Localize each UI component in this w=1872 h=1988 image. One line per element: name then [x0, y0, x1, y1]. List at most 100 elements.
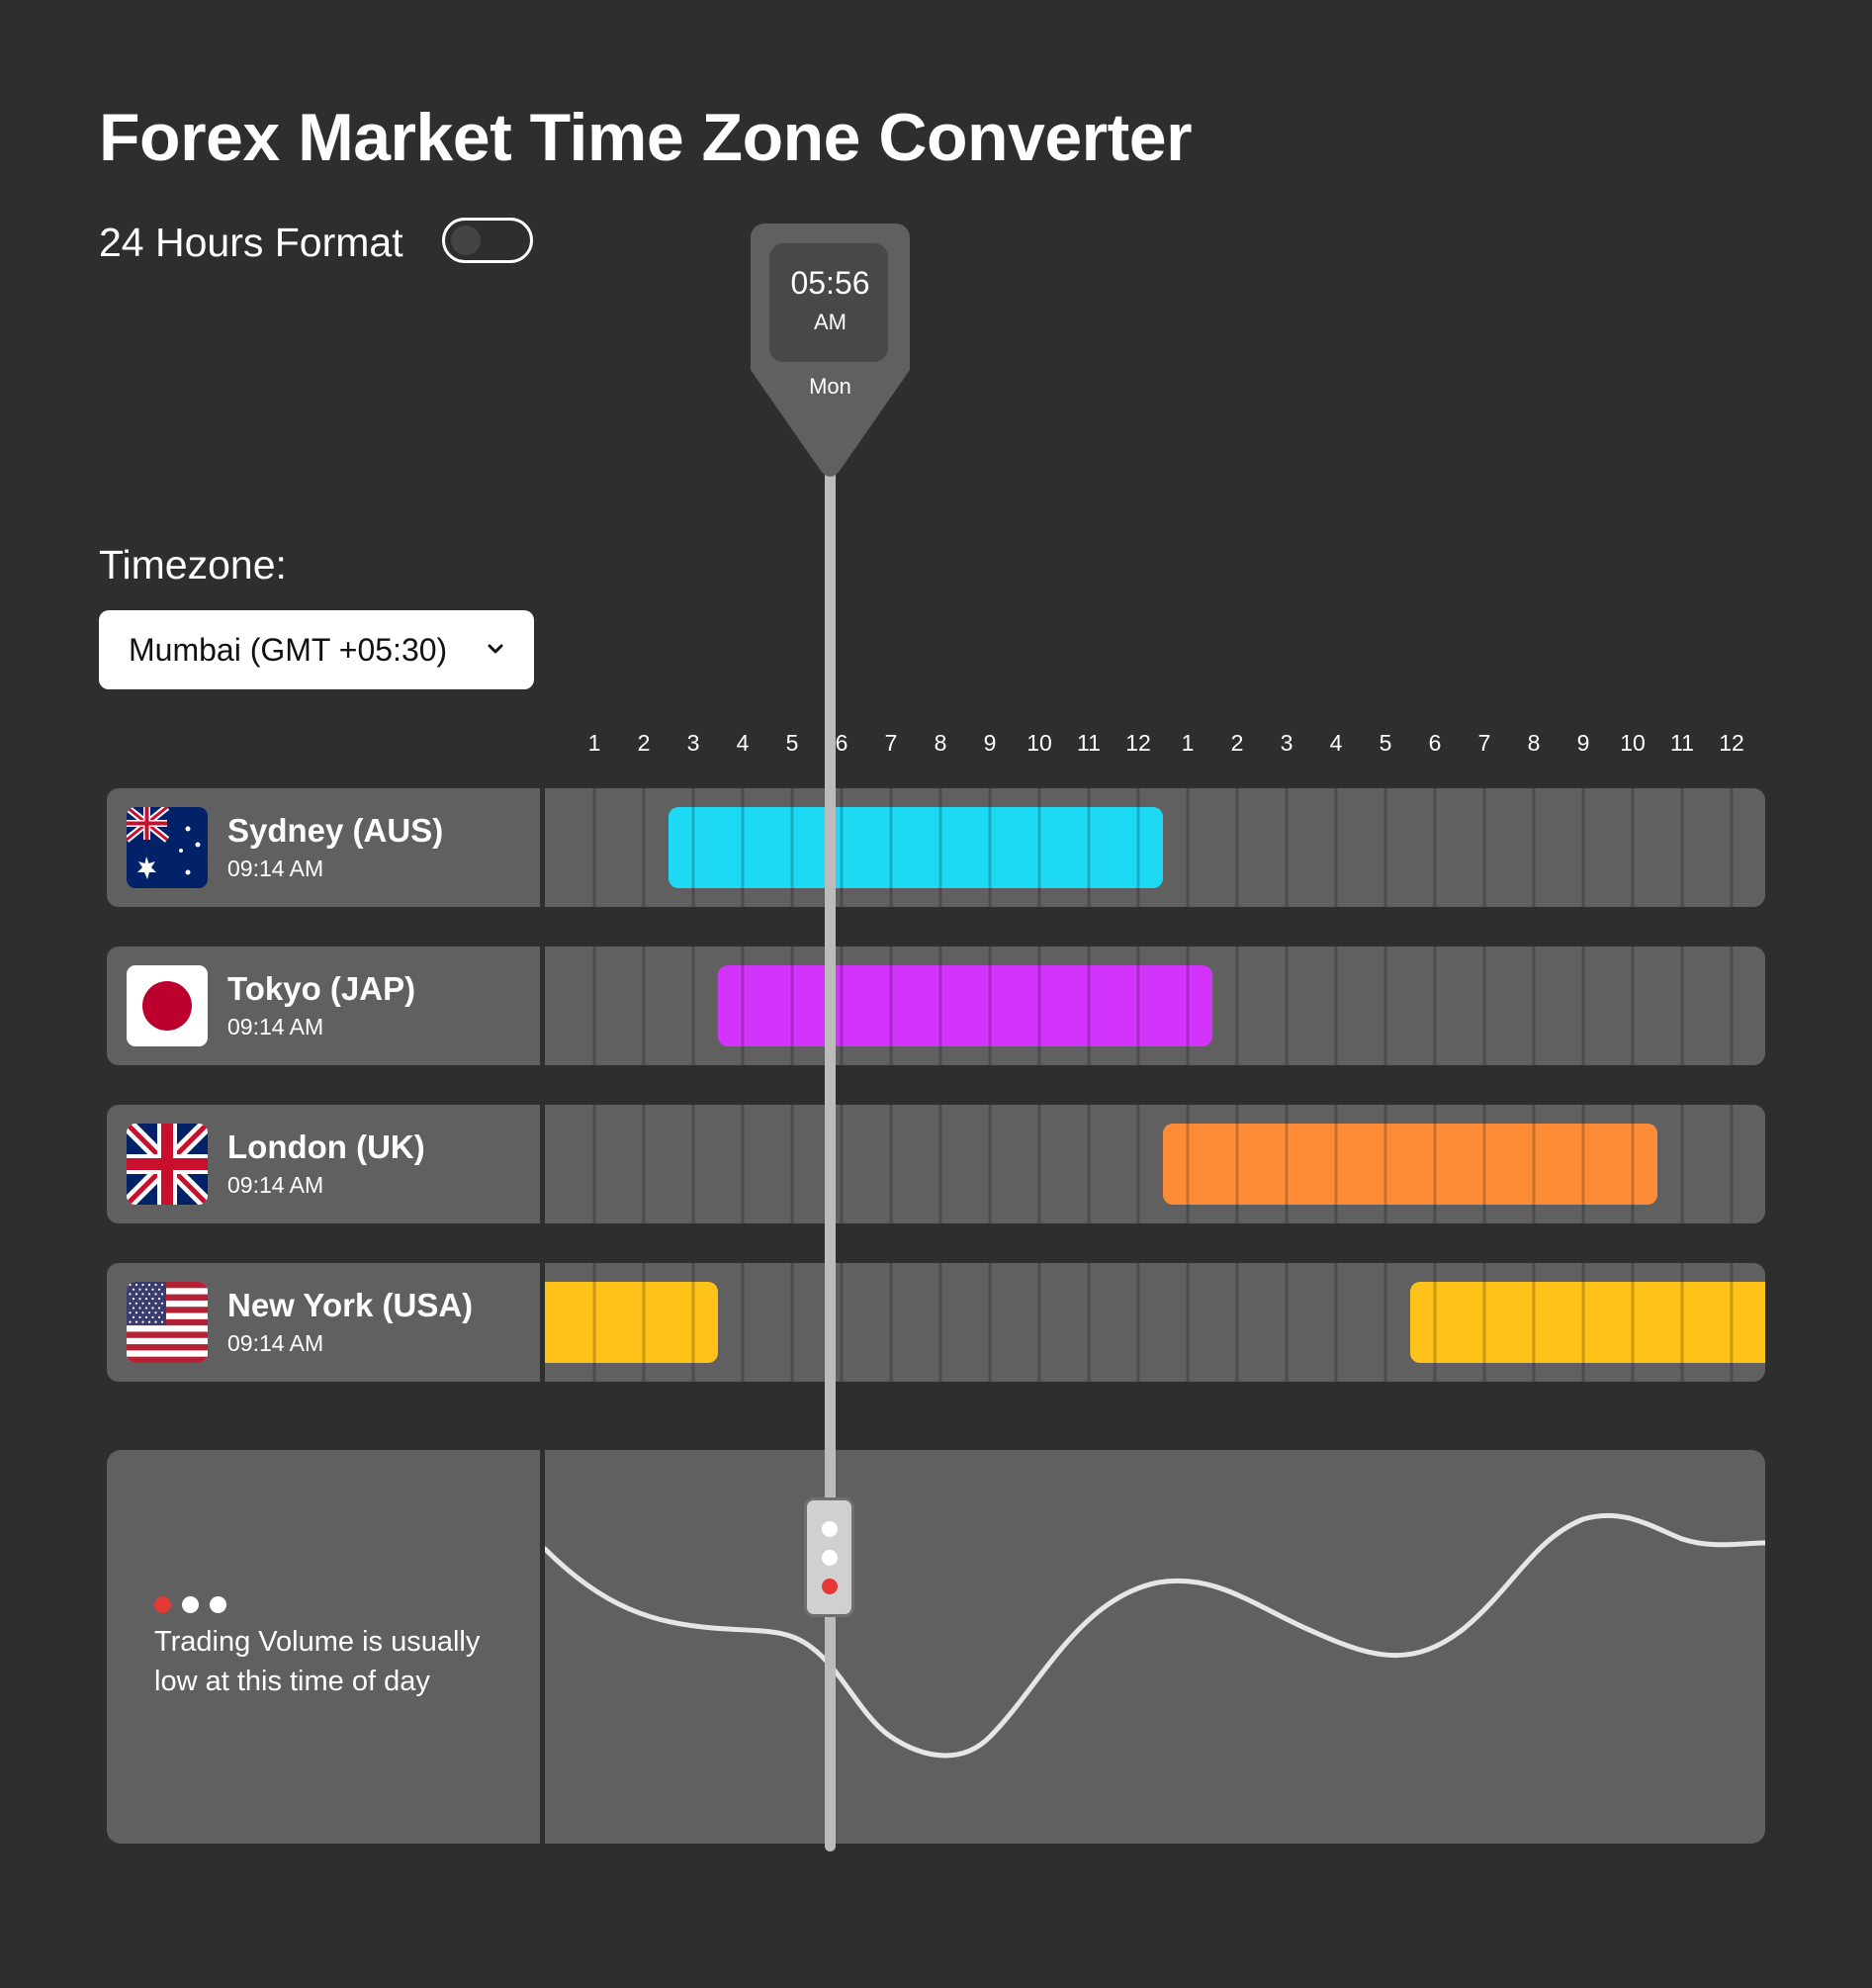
- market-info: London (UK) 09:14 AM: [107, 1105, 540, 1223]
- toggle-knob: [451, 226, 481, 255]
- time-slider-handle[interactable]: [804, 1497, 854, 1617]
- usa-flag-icon: [127, 1282, 208, 1363]
- market-info: Tokyo (JAP) 09:14 AM: [107, 947, 540, 1065]
- handle-dot: [822, 1521, 838, 1537]
- hour-gridline: [790, 1105, 794, 1223]
- hour-gridline: [592, 1105, 596, 1223]
- australia-flag-icon: [127, 807, 208, 888]
- hour-gridline: [741, 947, 745, 1065]
- format-toggle-label: 24 Hours Format: [99, 220, 403, 265]
- hour-gridline: [1433, 788, 1437, 907]
- market-row: Sydney (AUS) 09:14 AM: [107, 788, 1765, 907]
- market-row: Tokyo (JAP) 09:14 AM: [107, 947, 1765, 1065]
- hour-gridline: [938, 1263, 942, 1382]
- row-divider: [540, 947, 545, 1065]
- hour-label: 5: [1379, 730, 1392, 756]
- hour-gridline: [988, 1263, 992, 1382]
- hour-gridline: [741, 788, 745, 907]
- hour-gridline: [1087, 788, 1091, 907]
- hour-gridline: [1087, 1263, 1091, 1382]
- handle-dot: [822, 1550, 838, 1566]
- hour-label: 12: [1125, 730, 1151, 756]
- hour-gridline: [1532, 1105, 1536, 1223]
- handle-dot: [822, 1579, 838, 1594]
- hour-label: 6: [835, 730, 848, 756]
- time-indicator-line[interactable]: [825, 465, 836, 1852]
- market-local-time: 09:14 AM: [227, 1172, 324, 1198]
- time-indicator-head[interactable]: 05:56 AM Mon: [751, 224, 910, 479]
- hour-label: 7: [884, 730, 898, 756]
- hour-gridline: [642, 947, 646, 1065]
- hour-gridline: [642, 1263, 646, 1382]
- indicator-day: Mon: [809, 374, 851, 399]
- hour-gridline: [1730, 788, 1734, 907]
- hour-gridline: [1087, 1105, 1091, 1223]
- timezone-selected-value: Mumbai (GMT +05:30): [129, 631, 448, 668]
- hour-gridline: [889, 788, 893, 907]
- hour-label: 7: [1477, 730, 1491, 756]
- hour-gridline: [840, 947, 844, 1065]
- hour-gridline: [840, 1263, 844, 1382]
- hour-gridline: [1136, 1263, 1140, 1382]
- hour-gridline: [1532, 1263, 1536, 1382]
- hour-gridline: [1136, 788, 1140, 907]
- hour-gridline: [1383, 1263, 1387, 1382]
- hour-gridline: [1235, 1263, 1239, 1382]
- hour-gridline: [1235, 788, 1239, 907]
- panel-divider: [540, 1450, 545, 1844]
- indicator-time: 05:56: [790, 265, 870, 301]
- hour-label: 1: [587, 730, 601, 756]
- hour-gridline: [1482, 788, 1486, 907]
- page-title: Forex Market Time Zone Converter: [99, 100, 1193, 175]
- status-dot: [154, 1596, 171, 1613]
- hour-gridline: [642, 788, 646, 907]
- hour-gridline: [1334, 1263, 1338, 1382]
- hour-gridline: [1037, 788, 1041, 907]
- session-bar: [545, 1282, 718, 1363]
- hour-gridline: [1285, 788, 1289, 907]
- hour-label: 6: [1428, 730, 1442, 756]
- hour-gridline: [790, 947, 794, 1065]
- hour-gridline: [741, 1105, 745, 1223]
- hour-gridline: [1482, 947, 1486, 1065]
- hour-label: 2: [1230, 730, 1244, 756]
- market-info: New York (USA) 09:14 AM: [107, 1263, 540, 1382]
- hour-gridline: [1631, 1263, 1635, 1382]
- hour-gridline: [1730, 947, 1734, 1065]
- hour-gridline: [1730, 1105, 1734, 1223]
- indicator-ampm: AM: [814, 310, 847, 334]
- hour-gridline: [1532, 788, 1536, 907]
- timezone-label: Timezone:: [99, 542, 287, 587]
- hour-gridline: [1581, 1263, 1585, 1382]
- hour-gridline: [1631, 788, 1635, 907]
- hour-gridline: [1186, 1263, 1190, 1382]
- market-local-time: 09:14 AM: [227, 856, 324, 881]
- hour-gridline: [1433, 947, 1437, 1065]
- row-divider: [540, 788, 545, 907]
- hour-gridline: [1037, 1263, 1041, 1382]
- hour-gridline: [741, 1263, 745, 1382]
- session-timeline: [545, 947, 1765, 1065]
- uk-flag-icon: [127, 1124, 208, 1205]
- hour-gridline: [1136, 1105, 1140, 1223]
- row-divider: [540, 1263, 545, 1382]
- hour-label: 12: [1719, 730, 1744, 756]
- hour-gridline: [691, 1105, 695, 1223]
- hour-gridline: [840, 1105, 844, 1223]
- 24-hour-format-toggle[interactable]: [442, 218, 533, 263]
- hour-gridline: [1482, 1105, 1486, 1223]
- hour-gridline: [592, 1263, 596, 1382]
- market-city: London (UK): [227, 1129, 425, 1165]
- hour-gridline: [1532, 947, 1536, 1065]
- hour-gridline: [889, 947, 893, 1065]
- hour-gridline: [1631, 1105, 1635, 1223]
- hour-gridline: [691, 947, 695, 1065]
- hour-gridline: [1334, 788, 1338, 907]
- hour-gridline: [1235, 1105, 1239, 1223]
- hour-gridline: [1680, 947, 1684, 1065]
- chevron-down-icon: [488, 644, 503, 654]
- market-info: Sydney (AUS) 09:14 AM: [107, 788, 540, 907]
- timezone-select[interactable]: Mumbai (GMT +05:30): [99, 610, 534, 689]
- hour-label: 11: [1077, 730, 1101, 756]
- hour-gridline: [1482, 1263, 1486, 1382]
